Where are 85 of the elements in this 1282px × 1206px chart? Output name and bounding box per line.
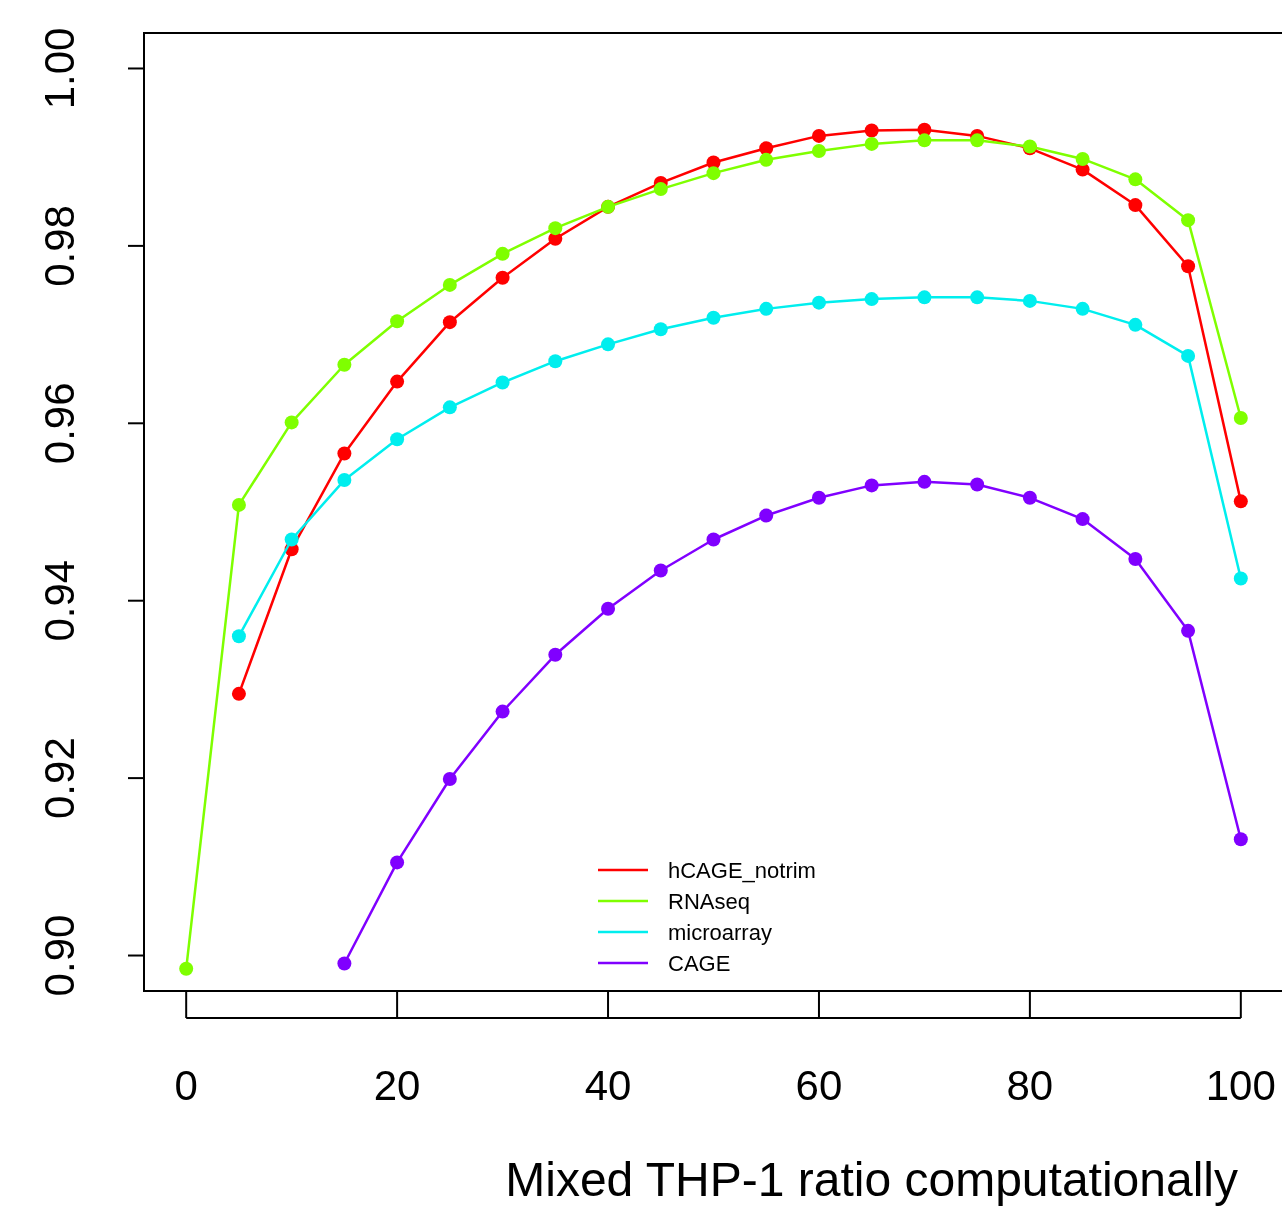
point — [442, 315, 457, 330]
point — [390, 855, 405, 870]
point — [601, 337, 616, 352]
point — [864, 123, 879, 138]
point — [390, 314, 405, 329]
point — [811, 490, 826, 505]
x-tick-label: 80 — [1006, 1062, 1054, 1109]
point — [442, 772, 457, 786]
point — [1233, 494, 1248, 509]
x-axis-title: Mixed THP-1 ratio computationally — [505, 1153, 1238, 1206]
point — [337, 956, 352, 971]
point — [759, 141, 774, 156]
point — [495, 270, 510, 285]
point — [970, 133, 985, 148]
point — [284, 415, 299, 430]
point — [1022, 490, 1037, 505]
point — [759, 152, 774, 167]
point — [284, 532, 299, 547]
point — [1075, 512, 1090, 527]
point — [759, 301, 774, 316]
point — [1075, 151, 1090, 166]
point — [706, 310, 721, 325]
point — [1233, 571, 1248, 586]
y-tick-label: 1.00 — [36, 27, 83, 110]
point — [811, 295, 826, 310]
point — [917, 133, 932, 148]
point — [179, 961, 194, 976]
y-tick-label: 0.94 — [36, 559, 83, 642]
y-tick-label: 0.96 — [36, 382, 83, 465]
point — [442, 400, 457, 415]
legend-label: RNAseq — [668, 889, 750, 914]
point — [864, 292, 879, 307]
point — [917, 290, 932, 305]
point — [1181, 213, 1196, 228]
point — [548, 354, 563, 369]
point — [1128, 317, 1143, 332]
point — [864, 136, 879, 151]
point — [1233, 832, 1248, 847]
point — [231, 629, 246, 644]
point — [390, 374, 405, 389]
point — [1075, 301, 1090, 316]
point — [337, 357, 352, 372]
point — [1233, 410, 1248, 425]
point — [231, 497, 246, 512]
x-tick-label: 0 — [174, 1062, 198, 1109]
legend-label: hCAGE_notrim — [668, 858, 816, 883]
point — [970, 477, 985, 492]
point — [706, 532, 721, 547]
point — [706, 166, 721, 181]
point — [337, 473, 352, 488]
x-tick-label: 20 — [373, 1062, 421, 1109]
point — [548, 221, 563, 236]
x-tick-label: 100 — [1205, 1062, 1276, 1109]
point — [653, 182, 668, 197]
point — [442, 277, 457, 292]
x-tick-label: 60 — [795, 1062, 843, 1109]
point — [1022, 293, 1037, 308]
point — [495, 704, 510, 719]
point — [1128, 172, 1143, 187]
y-tick-label: 0.90 — [36, 914, 83, 997]
point — [1181, 348, 1196, 363]
point — [811, 128, 826, 143]
point — [653, 563, 668, 578]
point — [390, 432, 405, 447]
point — [1181, 259, 1196, 274]
point — [917, 474, 932, 489]
point — [1128, 552, 1143, 567]
point — [495, 246, 510, 261]
y-tick-label: 0.98 — [36, 205, 83, 287]
x-tick-label: 40 — [584, 1062, 632, 1109]
point — [337, 446, 352, 461]
point — [811, 143, 826, 158]
point — [495, 375, 510, 390]
point — [1181, 623, 1196, 638]
legend-label: microarray — [668, 920, 772, 945]
legend-label: CAGE — [668, 951, 731, 976]
point — [864, 478, 879, 493]
y-tick-label: 0.92 — [36, 737, 83, 819]
point — [759, 508, 774, 523]
point — [548, 647, 563, 662]
point — [653, 322, 668, 337]
point — [231, 686, 246, 701]
point — [1128, 198, 1143, 213]
point — [970, 290, 985, 305]
point — [601, 601, 616, 616]
